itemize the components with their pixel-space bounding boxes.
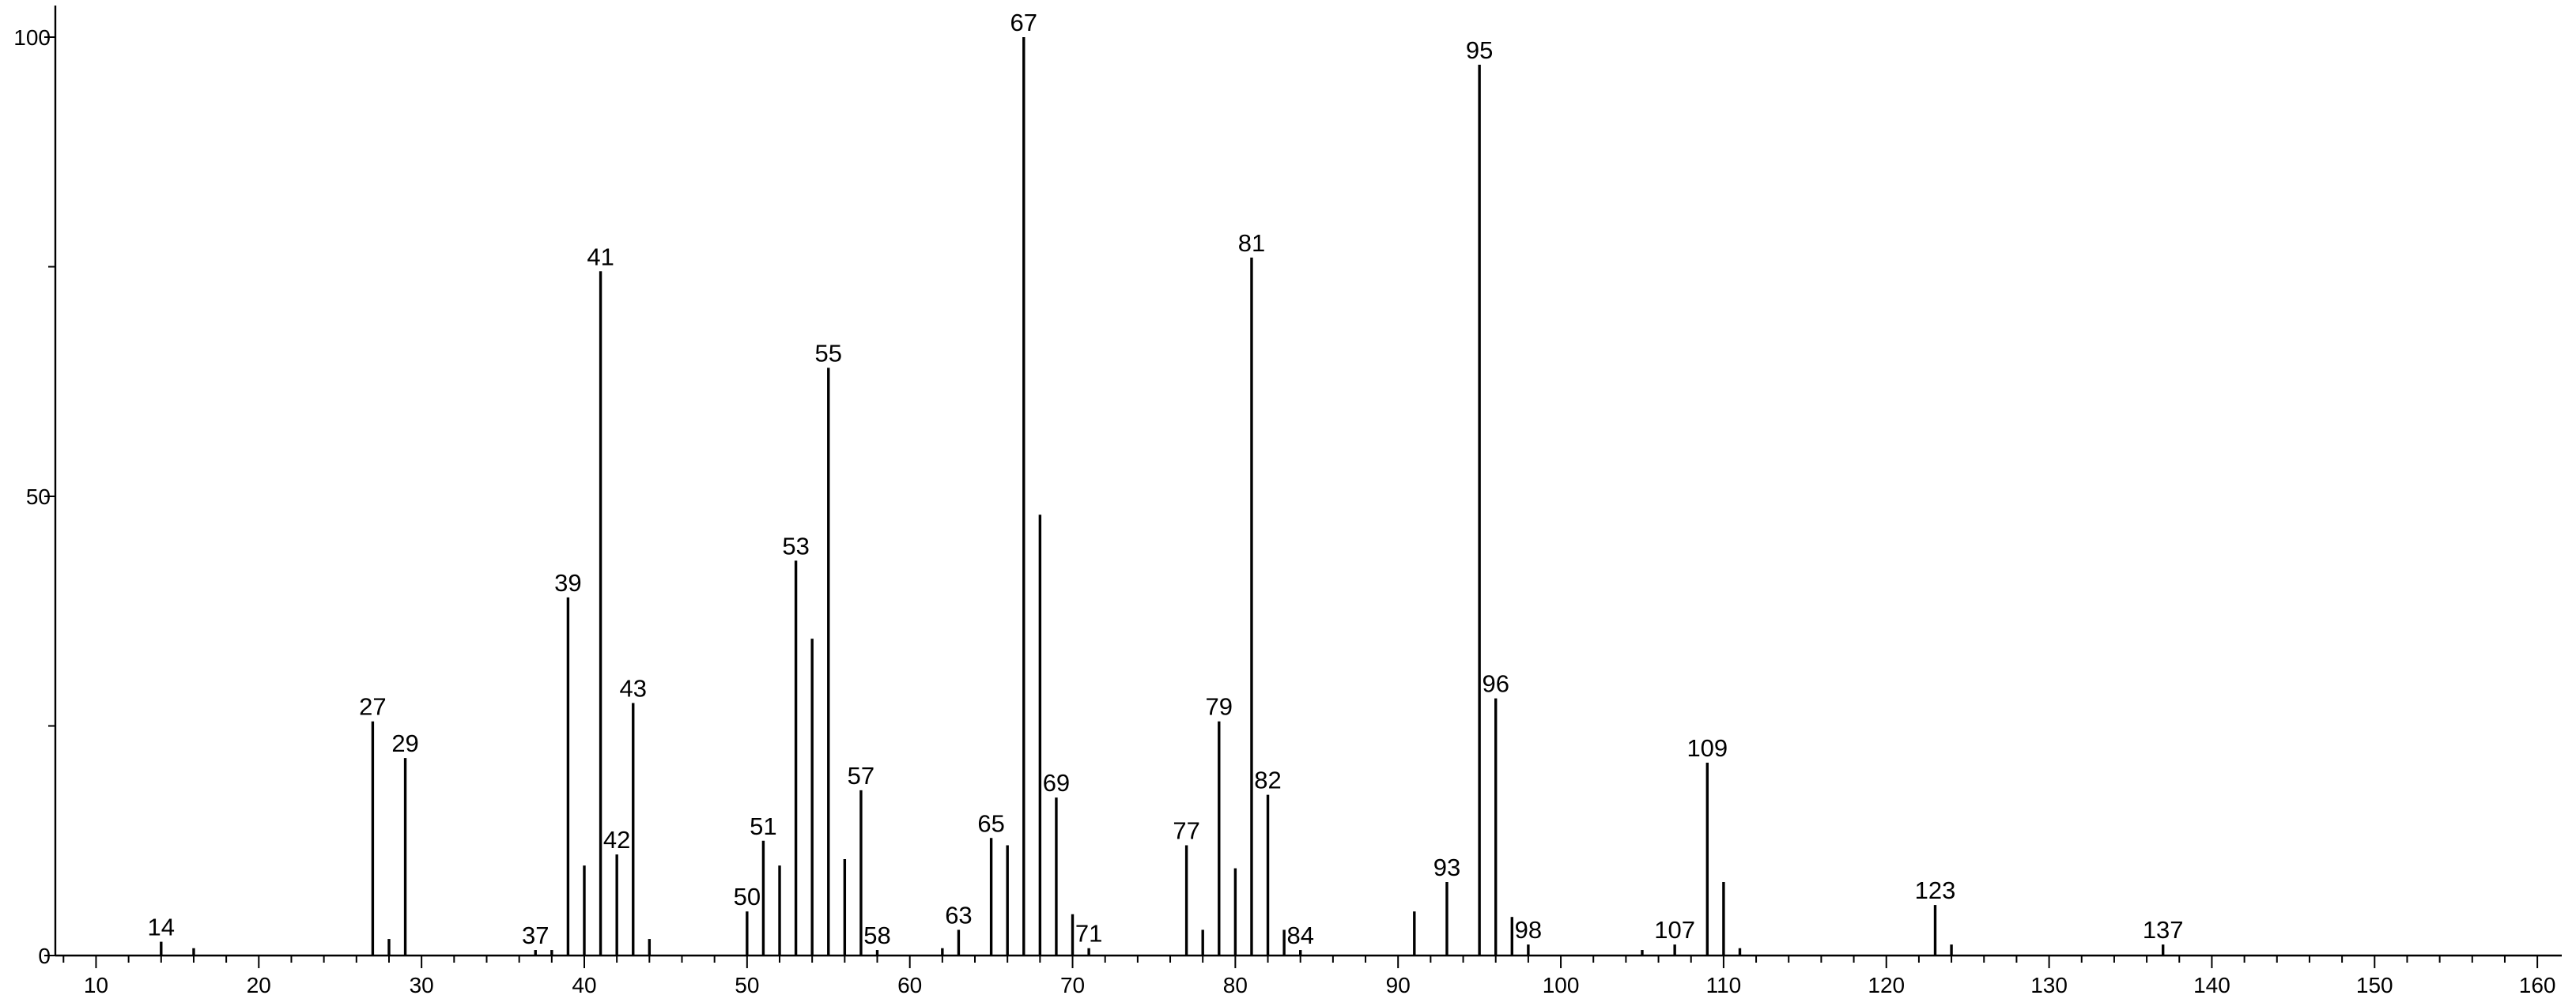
peak-label: 55 [815,339,842,367]
peak-label: 123 [1915,876,1956,904]
peak-label: 79 [1206,693,1233,721]
x-tick-label: 140 [2193,973,2230,997]
peak-label: 63 [945,901,972,929]
peak-label: 14 [148,914,175,941]
peak-label: 82 [1254,767,1281,794]
peak-label: 93 [1433,854,1460,881]
peak-label: 69 [1043,769,1070,797]
peak-label: 51 [750,812,776,840]
peak-label: 50 [734,883,761,910]
peak-label: 53 [782,532,809,560]
x-tick-label: 160 [2519,973,2556,997]
x-tick-label: 30 [410,973,434,997]
peak-label: 98 [1515,916,1542,944]
peak-label: 41 [587,243,614,270]
x-tick-label: 70 [1060,973,1085,997]
x-tick-label: 150 [2356,973,2393,997]
peak-label: 37 [522,922,549,949]
y-tick-label: 100 [13,25,51,50]
peak-label: 109 [1686,734,1728,762]
x-tick-label: 100 [1543,973,1580,997]
peak-label: 65 [977,809,1004,837]
peak-label: 58 [863,922,890,949]
x-tick-label: 10 [84,973,108,997]
peak-label: 107 [1654,916,1695,944]
peak-label: 96 [1482,670,1509,698]
y-tick-label: 0 [38,944,51,968]
peak-label: 84 [1286,922,1313,949]
peak-label: 29 [391,729,418,757]
peak-label: 137 [2143,916,2184,944]
x-tick-label: 60 [897,973,922,997]
peak-label: 67 [1010,9,1037,36]
x-axis-ticks: 10 20 30 40 50 60 70 80 90 100 110 120 130 140 150 160 [62,956,2556,997]
peak-label: 39 [554,569,581,597]
peak-label: 27 [359,693,386,721]
peak-sticks [160,37,2165,956]
x-tick-label: 50 [735,973,759,997]
peak-label: 42 [603,826,630,854]
x-tick-label: 130 [2030,973,2068,997]
x-tick-label: 110 [1706,973,1742,997]
peak-label: 43 [620,674,647,702]
x-tick-label: 40 [572,973,596,997]
peak-label: 81 [1238,229,1265,257]
peak-label: 77 [1173,817,1199,845]
y-axis-ticks: 0 50 100 [13,25,55,968]
y-tick-label: 50 [26,484,51,509]
x-tick-label: 20 [247,973,271,997]
x-tick-label: 120 [1868,973,1905,997]
peak-label: 71 [1075,920,1102,948]
peak-label: 57 [848,762,874,790]
peak-label: 95 [1466,36,1493,64]
x-tick-label: 80 [1223,973,1248,997]
x-tick-label: 90 [1386,973,1411,997]
